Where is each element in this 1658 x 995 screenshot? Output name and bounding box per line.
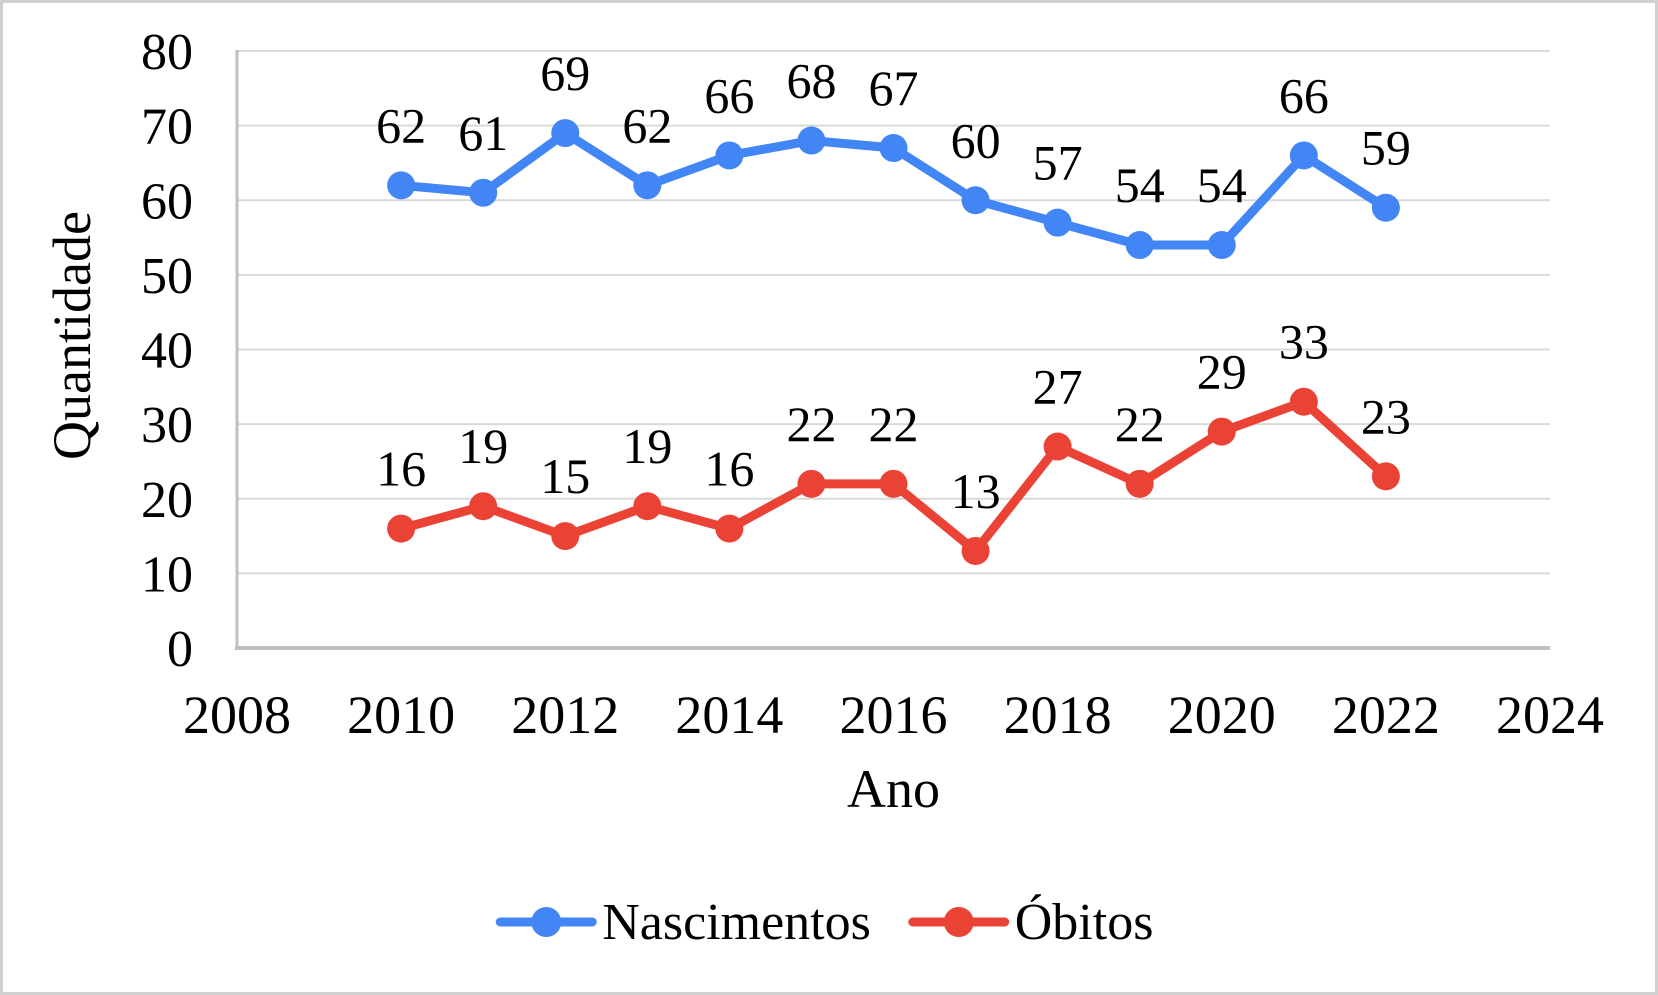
y-tick-label: 40	[141, 323, 193, 380]
data-point-marker-obitos	[1371, 462, 1400, 491]
data-label-obitos: 23	[1361, 388, 1411, 444]
legend-marker-icon-nascimentos	[531, 907, 562, 937]
data-point-marker-nascimentos	[1289, 141, 1318, 170]
x-tick-label: 2016	[840, 685, 948, 745]
data-label-nascimentos: 67	[869, 60, 919, 116]
data-point-marker-obitos	[1207, 417, 1236, 446]
data-point-marker-obitos	[879, 469, 908, 498]
y-tick-label: 10	[141, 546, 193, 603]
data-label-obitos: 22	[869, 396, 919, 452]
data-point-marker-nascimentos	[1207, 231, 1236, 260]
data-label-obitos: 19	[458, 418, 508, 474]
data-point-marker-nascimentos	[797, 126, 826, 155]
x-tick-label: 2018	[1004, 685, 1112, 745]
data-point-marker-nascimentos	[961, 186, 990, 215]
data-label-obitos: 33	[1279, 314, 1329, 370]
data-point-marker-obitos	[1125, 469, 1154, 498]
y-tick-label: 20	[141, 472, 193, 529]
y-tick-label: 0	[167, 621, 193, 678]
x-tick-label: 2008	[183, 685, 291, 745]
data-label-nascimentos: 69	[540, 45, 590, 101]
data-label-nascimentos: 66	[1279, 67, 1329, 123]
data-label-nascimentos: 62	[376, 97, 426, 153]
data-label-nascimentos: 59	[1361, 120, 1411, 176]
data-point-marker-nascimentos	[879, 134, 908, 163]
data-label-nascimentos: 54	[1115, 157, 1165, 213]
y-tick-label: 50	[141, 248, 193, 305]
legend-label: Nascimentos	[602, 894, 871, 951]
x-tick-label: 2024	[1496, 685, 1604, 745]
data-label-obitos: 22	[1115, 396, 1165, 452]
data-point-marker-nascimentos	[387, 171, 416, 200]
data-point-marker-nascimentos	[1371, 193, 1400, 222]
data-label-obitos: 13	[951, 463, 1001, 519]
data-point-marker-obitos	[1043, 432, 1072, 461]
legend-item-obitos: Óbitos	[908, 893, 1154, 951]
data-label-nascimentos: 61	[458, 105, 508, 161]
data-point-marker-nascimentos	[715, 141, 744, 170]
y-tick-label: 70	[141, 99, 193, 156]
data-point-marker-obitos	[633, 492, 662, 521]
legend-label: Óbitos	[1015, 893, 1154, 951]
y-tick-label: 60	[141, 173, 193, 230]
data-label-nascimentos: 66	[704, 67, 754, 123]
legend-item-nascimentos: Nascimentos	[495, 894, 871, 951]
x-tick-label: 2022	[1332, 685, 1440, 745]
data-point-marker-obitos	[797, 469, 826, 498]
data-point-marker-obitos	[961, 536, 990, 565]
data-point-marker-nascimentos	[633, 171, 662, 200]
data-point-marker-obitos	[387, 514, 416, 543]
x-tick-label: 2014	[675, 685, 783, 745]
data-point-marker-nascimentos	[1043, 208, 1072, 237]
data-label-obitos: 15	[540, 448, 590, 504]
data-label-obitos: 29	[1197, 344, 1247, 400]
data-label-nascimentos: 68	[786, 53, 836, 109]
legend-marker-icon-obitos	[943, 907, 974, 937]
data-label-nascimentos: 57	[1033, 135, 1083, 191]
x-axis-title: Ano	[847, 759, 940, 819]
legend: Nascimentos Óbitos	[495, 893, 1154, 951]
data-point-marker-nascimentos	[551, 119, 580, 148]
data-label-obitos: 27	[1033, 359, 1083, 415]
x-tick-label: 2010	[347, 685, 455, 745]
data-label-obitos: 16	[376, 441, 426, 497]
data-label-obitos: 22	[786, 396, 836, 452]
x-tick-label: 2020	[1168, 685, 1276, 745]
data-point-marker-obitos	[469, 492, 498, 521]
data-label-obitos: 16	[704, 441, 754, 497]
data-point-marker-obitos	[1289, 387, 1318, 416]
y-tick-label: 30	[141, 397, 193, 454]
data-label-nascimentos: 60	[951, 112, 1001, 168]
y-tick-label: 80	[141, 24, 193, 81]
data-point-marker-nascimentos	[1125, 231, 1154, 260]
data-point-marker-obitos	[715, 514, 744, 543]
data-label-obitos: 19	[622, 418, 672, 474]
data-point-marker-obitos	[551, 522, 580, 551]
x-tick-label: 2012	[511, 685, 619, 745]
data-point-marker-nascimentos	[469, 178, 498, 207]
y-axis-title: Quantidade	[42, 211, 102, 460]
data-label-nascimentos: 54	[1197, 157, 1247, 213]
data-label-nascimentos: 62	[622, 97, 672, 153]
